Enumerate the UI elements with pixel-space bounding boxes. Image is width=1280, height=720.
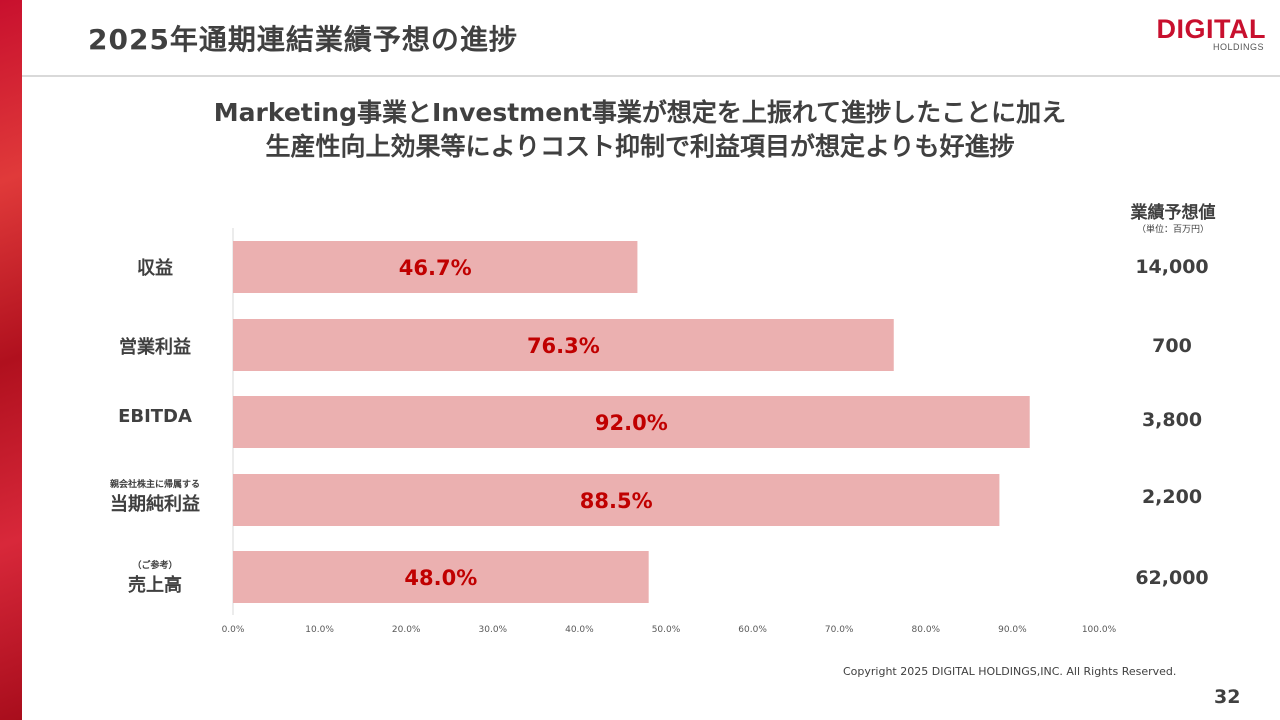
bar-value-label: 88.5%: [580, 489, 653, 513]
x-tick-label: 10.0%: [305, 625, 334, 635]
row-label-ebitda: EBITDA: [60, 406, 250, 427]
forecast-column-unit: （単位：百万円）: [1136, 225, 1209, 235]
forecast-value-ebitda: 3,800: [1141, 409, 1203, 431]
headline-line-1: Marketing事業とInvestment事業が想定を上振れて進捗したことに加…: [213, 98, 1067, 127]
forecast-value-sales: 62,000: [1135, 567, 1209, 589]
bar-value-label: 46.7%: [399, 256, 472, 280]
bar-2: [233, 396, 1030, 448]
bar-3: [233, 474, 1000, 526]
header-divider: [22, 75, 1280, 77]
x-tick-label: 70.0%: [825, 625, 854, 635]
x-tick-label: 50.0%: [652, 625, 681, 635]
x-tick-label: 100.0%: [1082, 625, 1117, 635]
decorative-side-bar: [0, 0, 22, 720]
row-label-revenue: 収益: [60, 254, 250, 280]
forecast-value-revenue: 14,000: [1135, 256, 1209, 278]
x-tick-label: 0.0%: [222, 625, 245, 635]
bar-value-label: 48.0%: [404, 566, 477, 590]
row-label-note: 親会社株主に帰属する: [109, 480, 200, 490]
x-tick-label: 30.0%: [479, 625, 508, 635]
page-number: 32: [1214, 686, 1241, 708]
copyright: Copyright 2025 DIGITAL HOLDINGS,INC. All…: [843, 665, 1177, 678]
row-label-text: 売上高: [128, 575, 182, 596]
company-logo: DIGITAL HOLDINGS: [1146, 14, 1266, 54]
headline: Marketing事業とInvestment事業が想定を上振れて進捗したことに加…: [90, 96, 1190, 164]
bar-value-label: 76.3%: [527, 334, 600, 358]
x-tick-label: 80.0%: [912, 625, 941, 635]
forecast-value-net-income: 2,200: [1141, 486, 1203, 508]
logo-text: DIGITAL: [1156, 14, 1266, 44]
row-label-note: （ご参考）: [132, 561, 178, 571]
row-label-sales: （ご参考） 売上高: [60, 558, 250, 597]
x-tick-label: 40.0%: [565, 625, 594, 635]
bar-0: [233, 241, 638, 293]
bar-1: [233, 319, 894, 371]
page-title: 2025年通期連結業績予想の進捗: [88, 23, 518, 56]
headline-line-2: 生産性向上効果等によりコスト抑制で利益項目が想定よりも好進捗: [265, 132, 1015, 161]
x-tick-label: 90.0%: [998, 625, 1027, 635]
row-label-operating-profit: 営業利益: [60, 333, 250, 359]
bar-4: [233, 551, 649, 603]
row-label-text: 営業利益: [119, 337, 191, 358]
row-label-text: EBITDA: [118, 406, 192, 427]
row-label-text: 収益: [137, 258, 173, 279]
logo-subtext: HOLDINGS: [1212, 42, 1264, 52]
forecast-column-header: 業績予想値: [1130, 203, 1216, 223]
forecast-value-operating-profit: 700: [1152, 335, 1192, 357]
bar-value-label: 92.0%: [595, 411, 668, 435]
row-label-text: 当期純利益: [110, 494, 200, 515]
x-tick-label: 20.0%: [392, 625, 421, 635]
row-label-net-income: 親会社株主に帰属する 当期純利益: [60, 477, 250, 516]
x-tick-label: 60.0%: [738, 625, 767, 635]
